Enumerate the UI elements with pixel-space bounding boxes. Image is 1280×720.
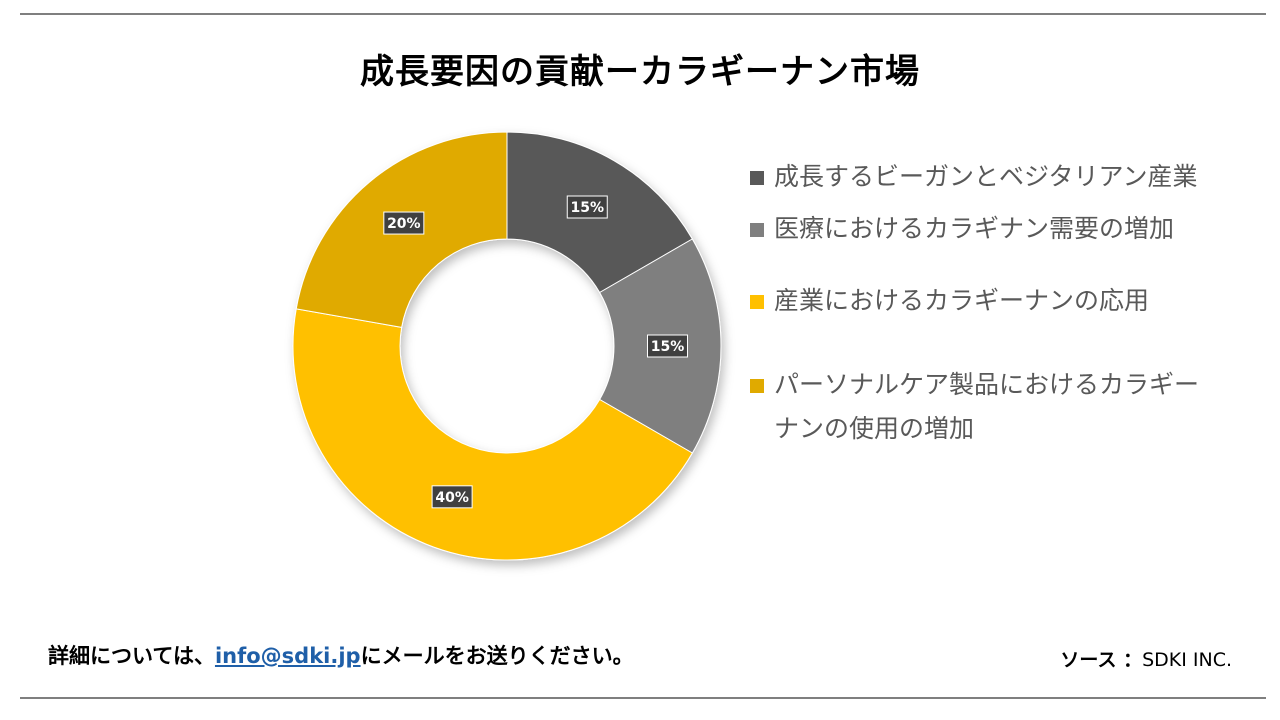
legend-label: 産業におけるカラギーナンの応用 [774,286,1150,315]
legend-swatch [750,379,764,393]
legend-label: パーソナルケア製品におけるカラギーナンの使用の増加 [774,370,1200,443]
data-label-box [383,211,425,235]
legend-item: 医療におけるカラギナン需要の増加 [750,207,1220,251]
legend-item: 産業におけるカラギーナンの応用 [750,279,1220,323]
data-label-box [647,334,688,358]
data-label-text: 40% [435,490,469,506]
legend-item: パーソナルケア製品におけるカラギーナンの使用の増加 [750,363,1220,451]
bottom-divider [20,697,1266,699]
legend-swatch [750,223,764,237]
top-divider [20,13,1266,15]
source-note: ソース ：SDKI INC. [1060,645,1232,672]
legend: 成長するビーガンとベジタリアン産業 医療におけるカラギナン需要の増加 産業におけ… [750,155,1220,463]
source-label: ソース ： [1060,649,1143,671]
donut-slice [292,308,694,561]
data-label: 15% [647,334,688,358]
legend-swatch [750,171,764,185]
chart-title: 成長要因の貢献ーカラギーナン市場 [360,52,920,92]
donut-chart: 15% 15% 40% 20% [292,131,722,561]
data-label: 40% [431,485,473,509]
legend-label: 成長するビーガンとベジタリアン産業 [774,162,1198,191]
data-label-box [566,195,608,219]
legend-swatch [750,295,764,309]
data-label-text: 15% [651,339,685,355]
source-value: SDKI INC. [1142,649,1232,671]
contact-prefix: 詳細については、 [48,644,215,668]
data-label: 20% [383,211,425,235]
email-link[interactable]: info@sdki.jp [214,644,361,668]
data-label-text: 20% [387,216,421,232]
legend-item: 成長するビーガンとベジタリアン産業 [750,155,1220,199]
data-label: 15% [566,195,608,219]
contact-note: 詳細については、info@sdki.jpにメールをお送りください。 [48,640,634,670]
contact-suffix: にメールをお送りください。 [360,644,634,668]
data-label-text: 15% [570,200,604,216]
data-label-box [431,485,473,509]
legend-label: 医療におけるカラギナン需要の増加 [774,214,1175,243]
